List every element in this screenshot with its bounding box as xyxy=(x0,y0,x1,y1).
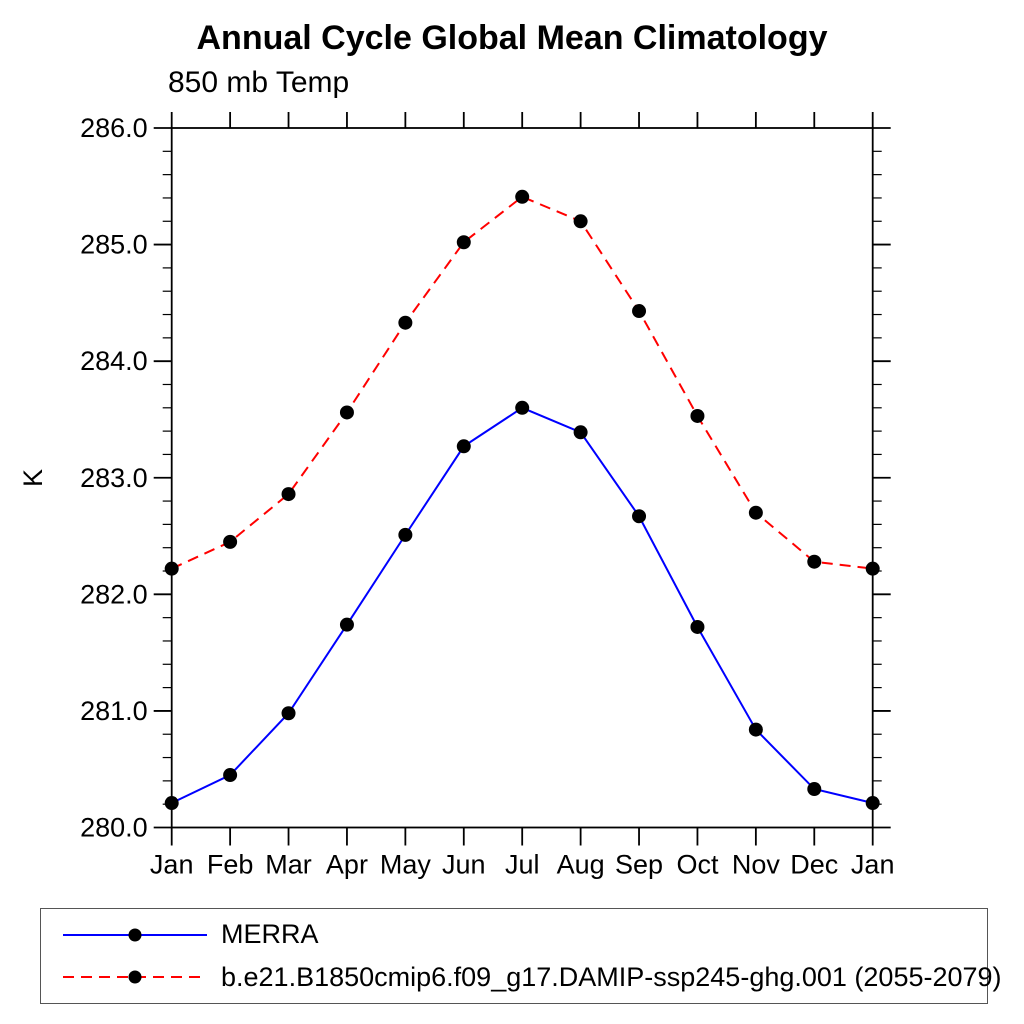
x-tick-label: Mar xyxy=(265,850,312,880)
data-point-marker xyxy=(690,619,705,634)
data-point-marker xyxy=(515,400,530,415)
x-tick-label: Apr xyxy=(326,850,368,880)
data-point-marker xyxy=(164,796,179,811)
series-line-dashed xyxy=(171,195,873,570)
x-tick-label: Jun xyxy=(442,850,486,880)
data-point-marker xyxy=(515,189,530,204)
x-tick-label: Sep xyxy=(615,850,663,880)
data-point-marker xyxy=(398,527,413,542)
data-point-marker xyxy=(865,561,880,576)
legend-label: MERRA xyxy=(221,919,319,950)
y-tick-label: 284.0 xyxy=(80,346,148,376)
data-point-marker xyxy=(573,214,588,229)
x-tick-label: Oct xyxy=(676,850,719,880)
x-tick-label: Jul xyxy=(505,850,540,880)
y-axis-label: K xyxy=(18,469,48,487)
x-tick-label: Jan xyxy=(851,850,895,880)
legend: MERRA b.e21.B1850cmip6.f09_g17.DAMIP-ssp2… xyxy=(40,908,1002,1004)
legend-label: b.e21.B1850cmip6.f09_g17.DAMIP-ssp245-gh… xyxy=(221,961,1002,992)
data-point-marker xyxy=(456,439,471,454)
data-point-marker xyxy=(281,706,296,721)
legend-line-sample xyxy=(63,970,207,984)
data-point-marker xyxy=(632,509,647,524)
data-point-marker xyxy=(164,561,179,576)
data-point-marker xyxy=(281,487,296,502)
data-point-marker xyxy=(807,782,822,797)
data-point-marker xyxy=(748,722,763,737)
chart-subtitle: 850 mb Temp xyxy=(168,66,350,99)
x-tick-label: Jan xyxy=(150,850,194,880)
data-point-marker xyxy=(748,505,763,520)
legend-item: MERRA xyxy=(55,918,987,952)
legend-marker xyxy=(128,970,142,984)
y-tick-label: 285.0 xyxy=(80,230,148,260)
y-tick-label: 281.0 xyxy=(80,696,148,726)
legend-item: b.e21.B1850cmip6.f09_g17.DAMIP-ssp245-gh… xyxy=(55,960,1002,994)
legend-line-sample xyxy=(63,928,207,942)
x-tick-label: Nov xyxy=(732,850,781,880)
data-point-marker xyxy=(398,315,413,330)
data-point-marker xyxy=(339,405,354,420)
data-point-marker xyxy=(865,796,880,811)
data-point-marker xyxy=(223,534,238,549)
plot-frame xyxy=(170,127,874,829)
data-point-marker xyxy=(573,425,588,440)
x-tick-label: Feb xyxy=(207,850,254,880)
series-line-solid xyxy=(171,406,873,804)
y-tick-label: 280.0 xyxy=(80,813,148,843)
y-tick-label: 282.0 xyxy=(80,579,148,609)
x-tick-label: May xyxy=(380,850,432,880)
data-point-marker xyxy=(456,235,471,250)
y-tick-label: 283.0 xyxy=(80,463,148,493)
data-point-marker xyxy=(807,554,822,569)
data-point-marker xyxy=(223,768,238,783)
data-point-marker xyxy=(339,617,354,632)
data-point-marker xyxy=(632,304,647,319)
chart-title: Annual Cycle Global Mean Climatology xyxy=(196,19,828,57)
x-tick-label: Aug xyxy=(557,850,605,880)
legend-marker xyxy=(128,928,142,942)
y-tick-label: 286.0 xyxy=(80,113,148,143)
x-tick-label: Dec xyxy=(790,850,838,880)
data-point-marker xyxy=(690,408,705,423)
